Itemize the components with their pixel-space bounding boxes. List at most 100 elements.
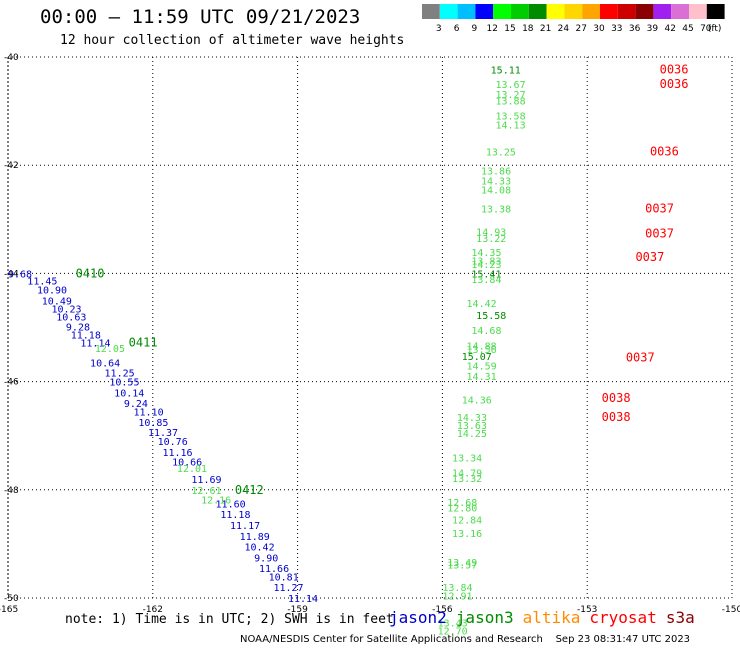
color-scale-legend: 3 6 9 12 15 18 21 24 27 30 33 36 39 42 45 70(ft) bbox=[422, 4, 725, 34]
time-label: 0037 bbox=[645, 201, 674, 215]
wave-height-value: 13.84 bbox=[442, 583, 472, 594]
color-scale-label: 18 bbox=[522, 24, 534, 34]
time-label: 0038 bbox=[602, 391, 631, 405]
color-scale-label: 42 bbox=[664, 24, 675, 34]
wave-height-value: 9.90 bbox=[254, 553, 278, 564]
color-swatch bbox=[546, 4, 565, 19]
color-scale-label: (ft) bbox=[708, 24, 722, 34]
color-swatch bbox=[439, 4, 458, 19]
color-swatch bbox=[635, 4, 654, 19]
wave-height-value: 10.55 bbox=[109, 378, 139, 389]
color-swatch bbox=[457, 4, 476, 19]
wave-height-value: 13.63 bbox=[457, 421, 487, 432]
color-swatch bbox=[564, 4, 583, 19]
time-label: 0036 bbox=[650, 145, 679, 159]
y-tick-label: -40 bbox=[4, 53, 19, 63]
color-scale-label: 6 bbox=[454, 24, 460, 34]
plot-area bbox=[7, 56, 733, 599]
wave-height-value: 15.58 bbox=[476, 311, 506, 322]
y-tick-label: -42 bbox=[4, 161, 19, 171]
wave-height-value: 11.37 bbox=[148, 428, 178, 439]
wave-height-value: 13.57 bbox=[447, 560, 477, 571]
color-scale-label: 70 bbox=[700, 24, 712, 34]
wave-height-value: 15.41 bbox=[471, 269, 501, 280]
wave-height-value: 11.14 bbox=[80, 339, 110, 350]
wave-height-value: 13.56 bbox=[467, 345, 497, 356]
wave-height-value: 13.25 bbox=[486, 148, 516, 159]
wave-height-value: 14.31 bbox=[467, 372, 497, 383]
wave-height-value: 12.91 bbox=[442, 591, 472, 602]
wave-height-value: 14.88 bbox=[467, 341, 497, 352]
color-scale-label: 15 bbox=[504, 24, 515, 34]
color-swatch bbox=[671, 4, 689, 19]
color-scale-label: 3 bbox=[436, 24, 442, 34]
footer-note: note: 1) Time is in UTC; 2) SWH is in fe… bbox=[65, 612, 394, 627]
wave-height-value: 10.23 bbox=[51, 305, 81, 316]
grid-lines bbox=[7, 56, 733, 599]
wave-height-value: 13.27 bbox=[495, 90, 525, 101]
x-tick-label: -150 bbox=[722, 605, 740, 615]
credit-line: NOAA/NESDIS Center for Satellite Applica… bbox=[240, 634, 691, 645]
color-scale-label: 36 bbox=[629, 24, 641, 34]
wave-height-value: 12.80 bbox=[447, 504, 477, 515]
wave-height-value: 11.17 bbox=[230, 521, 260, 532]
color-scale-label: 27 bbox=[575, 24, 586, 34]
wave-height-value: 14.33 bbox=[457, 413, 487, 424]
color-scale-label: 21 bbox=[540, 24, 551, 34]
wave-height-value: 11.45 bbox=[27, 276, 57, 287]
wave-height-value: 14.93 bbox=[476, 228, 506, 239]
wave-height-value: 13.43 bbox=[438, 618, 468, 629]
time-label: 0036 bbox=[660, 62, 689, 76]
wave-height-value: 10.85 bbox=[138, 418, 168, 429]
wave-height-value: 13.49 bbox=[447, 558, 477, 569]
time-label: 0412 bbox=[235, 483, 264, 497]
chart-subtitle: 12 hour collection of altimeter wave hei… bbox=[60, 33, 405, 48]
wave-height-value: 14.23 bbox=[471, 260, 501, 271]
wave-height-value: 14.42 bbox=[467, 299, 497, 310]
wave-height-value: 10.49 bbox=[42, 296, 72, 307]
time-label: 0037 bbox=[635, 250, 664, 264]
wave-height-value: 14.33 bbox=[481, 176, 511, 187]
wave-height-value: 11.89 bbox=[240, 532, 270, 543]
wave-height-value: 15.11 bbox=[491, 65, 521, 76]
color-swatch bbox=[600, 4, 618, 19]
wave-height-value: 9.28 bbox=[66, 322, 90, 333]
wave-height-value: 14.13 bbox=[495, 121, 525, 132]
color-scale-label: 12 bbox=[486, 24, 497, 34]
y-tick-label: -50 bbox=[4, 594, 19, 604]
wave-height-value: 12.61 bbox=[191, 486, 221, 497]
color-swatch bbox=[422, 4, 440, 19]
wave-height-value: 13.16 bbox=[452, 529, 482, 540]
wave-height-value: 15.07 bbox=[462, 352, 492, 363]
color-swatch bbox=[706, 4, 725, 19]
wave-height-value: 14.79 bbox=[452, 468, 482, 479]
color-swatch bbox=[475, 4, 494, 19]
satellite-legend-item: jason2 bbox=[389, 608, 447, 627]
color-swatch bbox=[617, 4, 636, 19]
x-tick-label: -153 bbox=[577, 605, 597, 615]
x-tick-label: -165 bbox=[0, 605, 18, 615]
wave-height-value: 13.84 bbox=[471, 275, 501, 286]
wave-height-value: 12.01 bbox=[177, 464, 207, 475]
time-labels: 0036003600360037003700370037003800380410… bbox=[76, 62, 689, 496]
satellite-legend-item: altika bbox=[522, 608, 581, 627]
wave-height-value: 14.35 bbox=[471, 248, 501, 259]
wave-height-value: 12.70 bbox=[438, 626, 468, 637]
time-label: 0410 bbox=[76, 266, 105, 280]
x-tick-label: -162 bbox=[143, 605, 163, 615]
wave-height-value: 13.67 bbox=[495, 80, 525, 91]
wave-height-value: 14.68 bbox=[471, 326, 501, 337]
color-scale-label: 30 bbox=[593, 24, 605, 34]
wave-height-value: 13.83 bbox=[471, 256, 501, 267]
wave-height-value: 10.63 bbox=[56, 313, 86, 324]
wave-height-value: 14.59 bbox=[467, 361, 497, 372]
wave-height-value: 10.42 bbox=[245, 543, 275, 554]
x-tick-label: -159 bbox=[287, 605, 308, 615]
wave-height-value: 11.18 bbox=[71, 331, 101, 342]
wave-height-value: 11.66 bbox=[259, 564, 289, 575]
wave-height-value: 13.86 bbox=[481, 167, 511, 178]
wave-height-value: 12.84 bbox=[452, 516, 482, 527]
wave-height-value: 9.68 bbox=[8, 269, 32, 280]
time-label: 0038 bbox=[602, 410, 631, 424]
wave-height-value: 9.24 bbox=[124, 399, 148, 410]
